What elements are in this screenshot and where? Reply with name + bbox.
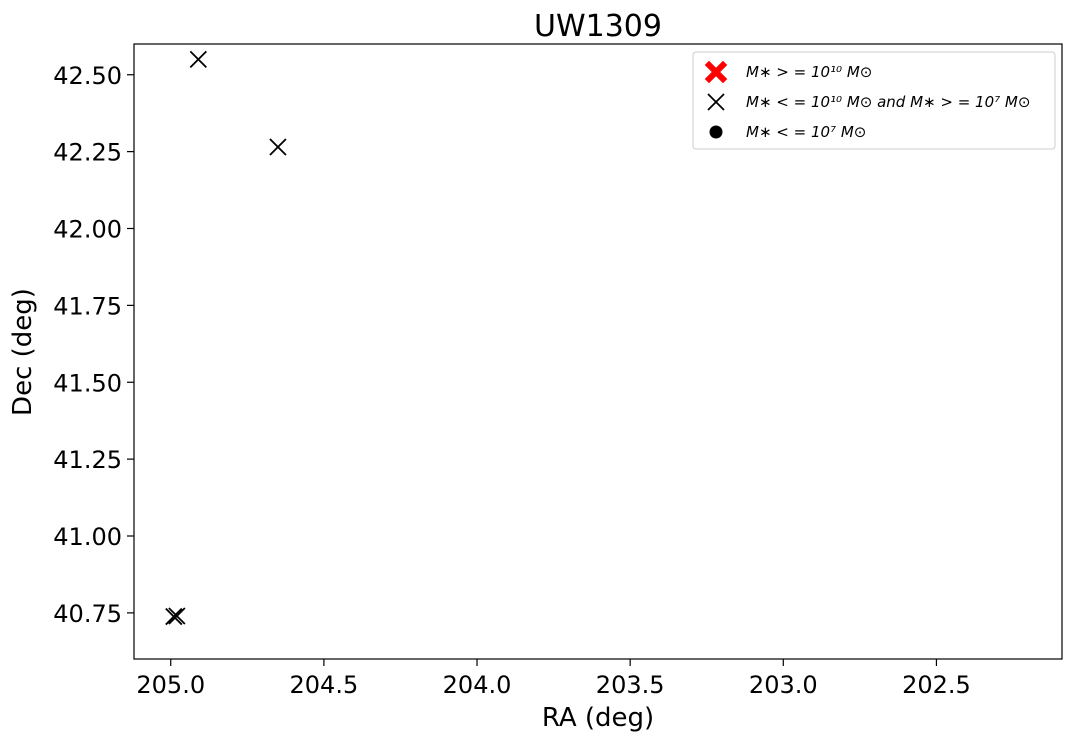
legend-box bbox=[692, 51, 1056, 150]
y-tick-label: 42.00 bbox=[53, 216, 122, 244]
x-axis-ticks: 205.0 204.5 204.0 203.5 203.0 202.5 bbox=[136, 659, 971, 699]
legend-label: M∗ < = 10⁷ M⊙ bbox=[746, 123, 866, 141]
y-tick-label: 42.25 bbox=[53, 139, 122, 167]
y-tick-label: 41.00 bbox=[53, 523, 122, 551]
y-axis-ticks: 40.75 41.00 41.25 41.50 41.75 42.00 42.25 42.50 bbox=[53, 62, 134, 628]
data-point-marker bbox=[269, 138, 287, 156]
y-tick-label: 41.50 bbox=[53, 369, 122, 397]
plot-area-frame bbox=[133, 43, 1063, 660]
y-tick-label: 41.75 bbox=[53, 292, 122, 320]
data-points bbox=[165, 50, 287, 626]
legend: M∗ > = 10¹⁰ M⊙ M∗ < = 10¹⁰ M⊙ and M∗ > = … bbox=[692, 51, 1056, 150]
legend-marker-1 bbox=[707, 93, 725, 111]
legend-marker-2 bbox=[709, 125, 723, 139]
x-tick-label: 204.5 bbox=[290, 671, 359, 699]
x-tick-label: 204.0 bbox=[443, 671, 512, 699]
data-point-marker bbox=[168, 607, 186, 625]
y-tick-label: 40.75 bbox=[53, 600, 122, 628]
data-point-marker bbox=[165, 607, 183, 626]
x-tick-label: 202.5 bbox=[902, 671, 971, 699]
y-tick-label: 42.50 bbox=[53, 62, 122, 90]
x-axis-label: RA (deg) bbox=[542, 703, 654, 733]
data-point-marker bbox=[189, 50, 207, 69]
legend-marker-0 bbox=[704, 60, 728, 84]
y-axis-label: Dec (deg) bbox=[8, 288, 38, 416]
x-tick-label: 203.0 bbox=[749, 671, 818, 699]
x-tick-label: 205.0 bbox=[136, 671, 205, 699]
x-tick-label: 203.5 bbox=[596, 671, 665, 699]
legend-label: M∗ > = 10¹⁰ M⊙ bbox=[746, 63, 872, 81]
y-tick-label: 41.25 bbox=[53, 446, 122, 474]
legend-label: M∗ < = 10¹⁰ M⊙ and M∗ > = 10⁷ M⊙ bbox=[746, 93, 1030, 111]
chart-title: UW1309 bbox=[534, 9, 662, 44]
